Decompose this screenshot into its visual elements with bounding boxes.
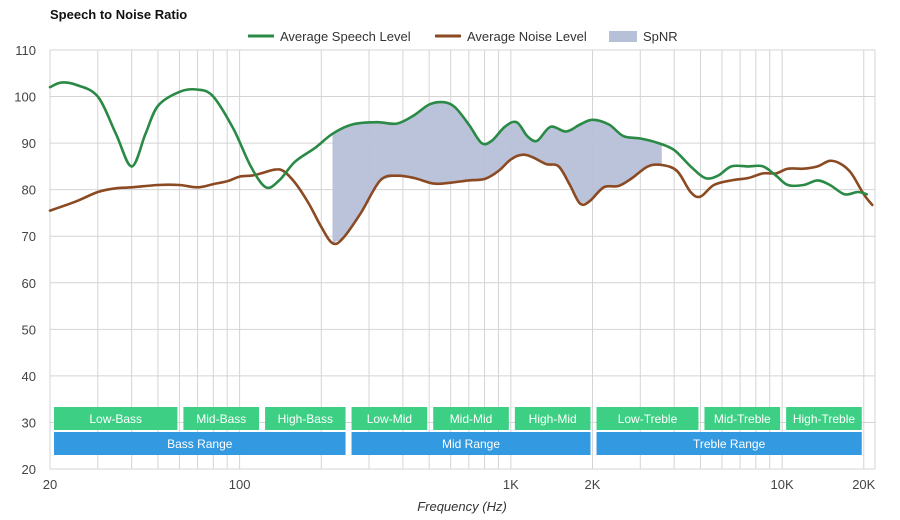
- band-low-treble: [596, 407, 699, 430]
- y-tick-label: 30: [22, 415, 36, 430]
- legend-swatch: [609, 31, 637, 42]
- spnr-area-layer: [332, 102, 662, 244]
- series-lines: [48, 81, 874, 246]
- x-axis-label: Frequency (Hz): [417, 499, 507, 514]
- chart-title: Speech to Noise Ratio: [50, 7, 187, 22]
- x-tick-label: 20: [43, 477, 57, 492]
- legend-label: Average Speech Level: [280, 29, 411, 44]
- y-tick-label: 80: [22, 183, 36, 198]
- y-tick-label: 60: [22, 276, 36, 291]
- band-low-bass: [54, 407, 178, 430]
- band-low-mid: [351, 407, 428, 430]
- y-tick-label: 20: [22, 462, 36, 477]
- band-mid-range: [351, 432, 591, 455]
- y-tick-label: 90: [22, 136, 36, 151]
- band-label: Mid Range: [442, 437, 500, 451]
- average-noise-level-line: [48, 153, 874, 246]
- band-label: Treble Range: [693, 437, 766, 451]
- x-tick-label: 2K: [585, 477, 601, 492]
- band-label: Mid-Bass: [196, 412, 246, 426]
- y-tick-label: 70: [22, 229, 36, 244]
- axes: 20 30 40 50 60 70 80 90 100 110 20 100 1K 2K 10K 20K: [14, 43, 875, 492]
- band-label: Low-Mid: [367, 412, 412, 426]
- band-label: Mid-Treble: [714, 412, 771, 426]
- band-mid-bass: [183, 407, 260, 430]
- grid: [49, 49, 876, 470]
- band-label: High-Mid: [529, 412, 577, 426]
- y-tick-label: 50: [22, 322, 36, 337]
- band-treble-range: [596, 432, 862, 455]
- x-tick-label: 1K: [503, 477, 519, 492]
- band-label: High-Treble: [793, 412, 856, 426]
- y-tick-label: 40: [22, 369, 36, 384]
- legend-label: SpNR: [643, 29, 678, 44]
- x-tick-label: 10K: [771, 477, 794, 492]
- band-bass-range: [54, 432, 346, 455]
- band-label: High-Bass: [278, 412, 333, 426]
- band-mid-treble: [704, 407, 781, 430]
- band-high-mid: [514, 407, 591, 430]
- frequency-bands: Low-Bass Mid-Bass High-Bass Low-Mid Mid-Mid H…: [54, 407, 862, 455]
- y-tick-label: 100: [14, 90, 36, 105]
- band-label: Low-Bass: [89, 412, 142, 426]
- spnr-area: [332, 102, 662, 244]
- y-tick-label: 110: [15, 43, 36, 58]
- legend: Average Speech Level Average Noise Level S…: [248, 29, 678, 44]
- legend-label: Average Noise Level: [467, 29, 587, 44]
- band-high-treble: [786, 407, 862, 430]
- band-label: Mid-Mid: [450, 412, 493, 426]
- average-speech-level-line: [48, 81, 868, 196]
- x-tick-label: 20K: [852, 477, 875, 492]
- band-label: Low-Treble: [618, 412, 678, 426]
- band-label: Bass Range: [167, 437, 233, 451]
- band-high-bass: [265, 407, 346, 430]
- x-tick-label: 100: [229, 477, 251, 492]
- band-mid-mid: [433, 407, 509, 430]
